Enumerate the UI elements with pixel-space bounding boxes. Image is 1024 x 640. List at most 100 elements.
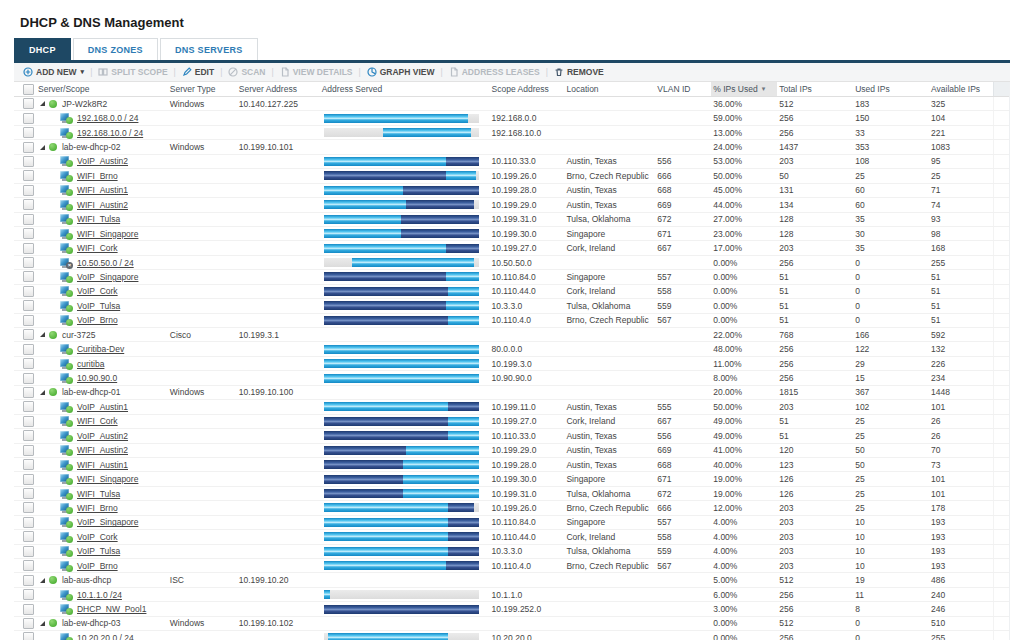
scope-link[interactable]: Curitiba-Dev (77, 344, 124, 354)
tree-expander-icon[interactable] (40, 145, 45, 150)
tree-expander-icon[interactable] (40, 332, 45, 337)
column-header-address_served[interactable]: Address Served (320, 82, 490, 96)
scope-link[interactable]: 10.20.20.0 / 24 (77, 633, 134, 640)
scope-link[interactable]: WIFI_Cork (77, 416, 118, 426)
row-checkbox[interactable] (23, 127, 34, 138)
scope-link[interactable]: WIFI_Brno (77, 503, 118, 513)
scope-link[interactable]: VoIP_Tulsa (77, 301, 120, 311)
remove-button[interactable]: REMOVE (549, 67, 609, 77)
row-checkbox[interactable] (23, 315, 34, 326)
scope-link[interactable]: WIFI_Brno (77, 171, 118, 181)
row-checkbox[interactable] (23, 502, 34, 513)
row-checkbox[interactable] (23, 199, 34, 210)
scope-link[interactable]: VoIP_Cork (77, 286, 118, 296)
scope-link[interactable]: WIFI_Austin2 (77, 200, 128, 210)
row-checkbox[interactable] (23, 329, 34, 340)
tree-expander-icon[interactable] (40, 390, 45, 395)
row-checkbox[interactable] (23, 271, 34, 282)
row-checkbox[interactable] (23, 575, 34, 586)
scope-link[interactable]: VoIP_Brno (77, 561, 118, 571)
row-checkbox[interactable] (23, 185, 34, 196)
scope-link[interactable]: 192.168.10.0 / 24 (77, 128, 143, 138)
scope-link[interactable]: VoIP_Singapore (77, 517, 138, 527)
page-title: DHCP & DNS Management (20, 15, 184, 30)
scope-link[interactable]: WIFI_Tulsa (77, 214, 120, 224)
column-header-total[interactable]: Total IPs (777, 82, 853, 96)
row-checkbox[interactable] (23, 214, 34, 225)
scope-row: VoIP_Austin210.110.33.0Austin, Texas5565… (14, 155, 1009, 169)
scope-link[interactable]: 10.1.1.0 /24 (77, 590, 122, 600)
graph-view-button[interactable]: GRAPH VIEW (362, 67, 440, 77)
row-checkbox[interactable] (23, 170, 34, 181)
row-checkbox[interactable] (23, 156, 34, 167)
tab-dhcp[interactable]: DHCP (14, 38, 71, 60)
row-checkbox[interactable] (23, 387, 34, 398)
scope-link[interactable]: VoIP_Brno (77, 315, 118, 325)
scope-link[interactable]: 192.168.0.0 / 24 (77, 113, 138, 123)
select-all-header[interactable] (14, 82, 36, 96)
scope-link[interactable]: VoIP_Austin2 (77, 156, 128, 166)
scope-link[interactable]: 10.90.90.0 (77, 373, 117, 383)
row-checkbox[interactable] (23, 459, 34, 470)
column-header-avail[interactable]: Available IPs (929, 82, 993, 96)
row-checkbox[interactable] (23, 358, 34, 369)
tab-dns-zones[interactable]: DNS ZONES (73, 38, 158, 60)
scope-link[interactable]: VoIP_Tulsa (77, 546, 120, 556)
scope-link[interactable]: VoIP_Austin1 (77, 402, 128, 412)
location-cell: Tulsa, Oklahoma (564, 545, 655, 558)
row-checkbox[interactable] (23, 243, 34, 254)
scope-link[interactable]: WIFI_Austin1 (77, 460, 128, 470)
row-checkbox[interactable] (23, 300, 34, 311)
select-all-checkbox[interactable] (23, 84, 34, 95)
row-checkbox[interactable] (23, 286, 34, 297)
row-checkbox[interactable] (23, 98, 34, 109)
total-ips-cell: 51 (777, 314, 853, 327)
row-checkbox[interactable] (23, 531, 34, 542)
scope-link[interactable]: VoIP_Singapore (77, 272, 138, 282)
row-checkbox[interactable] (23, 560, 34, 571)
column-header-name[interactable]: Server/Scope (36, 82, 168, 96)
row-checkbox[interactable] (23, 632, 34, 640)
row-checkbox[interactable] (23, 589, 34, 600)
column-header-scope_address[interactable]: Scope Address (490, 82, 565, 96)
add-new-button[interactable]: ADD NEW▾ (18, 67, 89, 77)
scope-link[interactable]: WIFI_Austin2 (77, 445, 128, 455)
scope-link[interactable]: WIFI_Singapore (77, 474, 138, 484)
column-header-server_address[interactable]: Server Address (237, 82, 320, 96)
column-header-used[interactable]: Used IPs (853, 82, 929, 96)
row-checkbox[interactable] (23, 488, 34, 499)
tab-dns-servers[interactable]: DNS SERVERS (160, 38, 258, 60)
column-header-location[interactable]: Location (564, 82, 655, 96)
row-checkbox[interactable] (23, 445, 34, 456)
row-checkbox[interactable] (23, 373, 34, 384)
row-checkbox[interactable] (23, 228, 34, 239)
scope-link[interactable]: WIFI_Tulsa (77, 489, 120, 499)
row-checkbox[interactable] (23, 142, 34, 153)
row-checkbox[interactable] (23, 113, 34, 124)
row-checkbox[interactable] (23, 517, 34, 528)
scope-link[interactable]: WIFI_Singapore (77, 229, 138, 239)
row-checkbox[interactable] (23, 257, 34, 268)
row-checkbox[interactable] (23, 430, 34, 441)
row-checkbox[interactable] (23, 416, 34, 427)
tree-expander-icon[interactable] (40, 578, 45, 583)
scope-link[interactable]: 10.50.50.0 / 24 (77, 258, 134, 268)
column-header-pct_used[interactable]: % IPs Used▾ (711, 82, 777, 96)
scope-link[interactable]: curitiba (77, 359, 104, 369)
column-header-vlan[interactable]: VLAN ID (655, 82, 711, 96)
row-checkbox[interactable] (23, 546, 34, 557)
row-checkbox[interactable] (23, 401, 34, 412)
tree-expander-icon[interactable] (40, 621, 45, 626)
row-checkbox[interactable] (23, 344, 34, 355)
scope-link[interactable]: WIFI_Austin1 (77, 185, 128, 195)
column-header-server_type[interactable]: Server Type (168, 82, 237, 96)
tree-expander-icon[interactable] (40, 101, 45, 106)
scope-link[interactable]: VoIP_Cork (77, 532, 118, 542)
edit-button[interactable]: EDIT (177, 67, 219, 77)
scope-link[interactable]: WIFI_Cork (77, 243, 118, 253)
scope-link[interactable]: VoIP_Austin2 (77, 431, 128, 441)
row-checkbox[interactable] (23, 474, 34, 485)
scope-link[interactable]: DHCP_NW_Pool1 (77, 604, 146, 614)
row-checkbox[interactable] (23, 618, 34, 629)
row-checkbox[interactable] (23, 604, 34, 615)
